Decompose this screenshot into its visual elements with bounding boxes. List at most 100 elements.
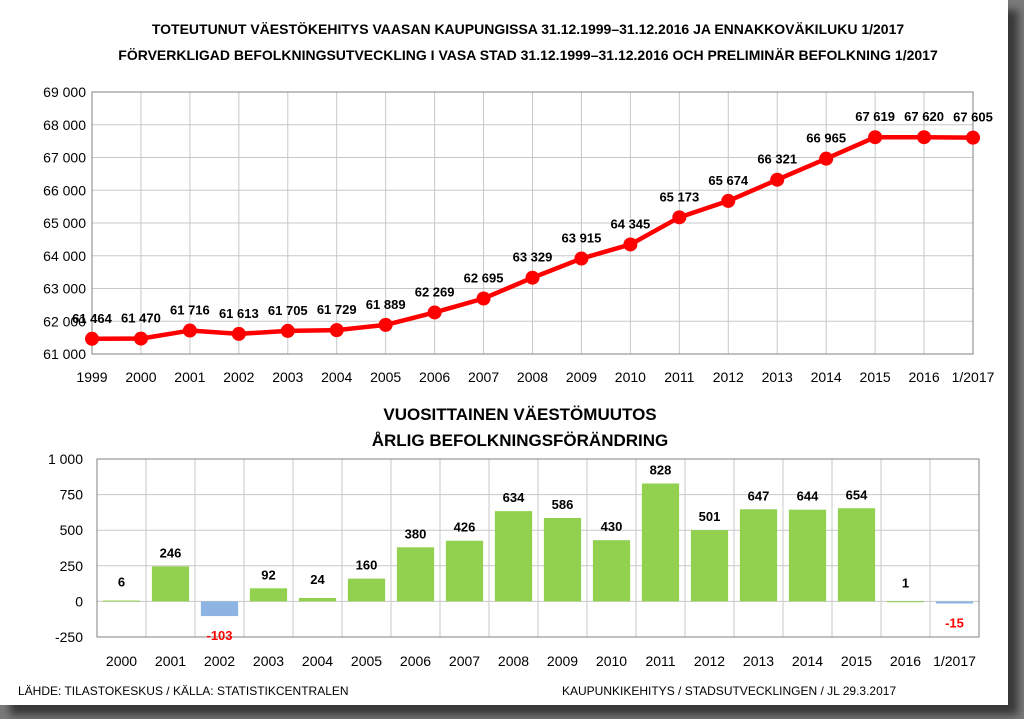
change-data-label: 24: [310, 572, 325, 587]
population-point: [476, 291, 491, 306]
bottom-x-tick-label: 2013: [743, 653, 774, 669]
top-plot-border: [91, 91, 974, 355]
population-data-label: 65 173: [659, 189, 699, 204]
top-x-tick-label: 2008: [517, 369, 548, 385]
change-bar: [837, 508, 876, 602]
top-x-tick-label: 2007: [468, 369, 499, 385]
top-x-tick-label: 2006: [419, 369, 450, 385]
change-bar: [445, 540, 484, 602]
population-data-label: 62 269: [415, 284, 455, 299]
bottom-chart-title-line2: ÅRLIG BEFOLKNINGSFÖRÄNDRING: [372, 431, 669, 450]
population-data-label: 64 345: [611, 216, 651, 231]
change-data-label: 380: [405, 526, 427, 541]
top-y-tick-label: 67 000: [43, 150, 86, 166]
top-x-tick-label: 2013: [762, 369, 793, 385]
bottom-x-tick-label: 2001: [155, 653, 186, 669]
bottom-chart-title-line1: VUOSITTAINEN VÄESTÖMUUTOS: [383, 405, 656, 424]
population-data-label: 61 729: [317, 302, 357, 317]
population-data-label: 62 695: [464, 270, 504, 285]
bottom-plot-border: [96, 458, 980, 638]
top-x-tick-label: 1/2017: [952, 369, 995, 385]
top-x-tick-label: 2012: [713, 369, 744, 385]
population-data-label: 67 619: [855, 109, 895, 124]
credit-note: KAUPUNKIKEHITYS / STADSUTVECKLINGEN / JL…: [562, 684, 896, 698]
change-bar: [641, 483, 680, 602]
population-data-label: 63 329: [513, 250, 553, 265]
top-x-tick-label: 2004: [321, 369, 352, 385]
change-data-label: 426: [454, 520, 476, 535]
bottom-x-tick-label: 2003: [253, 653, 284, 669]
bottom-x-tick-label: 2006: [400, 653, 431, 669]
change-data-label: 1: [902, 575, 909, 590]
bottom-y-tick-label: -250: [55, 629, 83, 645]
change-bar: [886, 601, 925, 603]
top-x-tick-label: 2005: [370, 369, 401, 385]
change-data-label: 501: [699, 509, 721, 524]
bottom-x-tick-label: 2000: [106, 653, 137, 669]
change-bar: [151, 566, 190, 602]
change-bar: [788, 509, 827, 602]
population-data-label: 65 674: [708, 173, 749, 188]
change-bar: [592, 540, 631, 602]
population-data-label: 61 716: [170, 303, 210, 318]
population-point: [819, 151, 834, 166]
bottom-x-tick-label: 2010: [596, 653, 627, 669]
population-point: [378, 317, 393, 332]
top-y-tick-label: 62 000: [43, 313, 86, 329]
change-bar: [396, 547, 435, 602]
bottom-y-tick-label: 750: [60, 487, 84, 503]
top-x-tick-label: 2002: [223, 369, 254, 385]
population-point: [182, 323, 197, 338]
change-data-label: 634: [503, 490, 525, 505]
change-data-label: 654: [846, 487, 868, 502]
population-data-label: 66 321: [757, 152, 797, 167]
population-point: [868, 130, 883, 145]
top-x-tick-label: 2011: [664, 369, 694, 385]
top-y-tick-label: 64 000: [43, 248, 86, 264]
bottom-x-tick-label: 2012: [694, 653, 725, 669]
population-point: [770, 172, 785, 187]
change-data-label: 92: [261, 567, 275, 582]
change-data-label: 586: [552, 497, 574, 512]
population-point: [966, 130, 980, 145]
top-line-chart: 61 000 62 000 63 000 64 000 65 000 66 000 67 0…: [43, 84, 994, 385]
top-y-tick-label: 63 000: [43, 281, 86, 297]
bottom-x-tick-label: 2016: [890, 653, 921, 669]
bottom-x-tick-label: 2008: [498, 653, 529, 669]
change-bar: [690, 530, 729, 602]
population-data-label: 61 613: [219, 306, 259, 321]
population-point: [672, 210, 687, 225]
top-y-tick-label: 61 000: [43, 346, 86, 362]
change-bar: [298, 597, 337, 602]
population-point: [917, 130, 932, 145]
top-chart-title-line1: TOTEUTUNUT VÄESTÖKEHITYS VAASAN KAUPUNGI…: [152, 21, 905, 37]
change-data-label: 430: [601, 519, 623, 534]
change-bar: [543, 517, 582, 602]
bottom-x-tick-label: 1/2017: [933, 653, 976, 669]
population-data-label: 61 470: [121, 311, 161, 326]
population-point: [525, 270, 540, 285]
population-point: [133, 331, 148, 346]
chart-frame: TOTEUTUNUT VÄESTÖKEHITYS VAASAN KAUPUNGI…: [0, 0, 1008, 705]
population-point: [280, 323, 295, 338]
population-data-label: 63 915: [562, 231, 602, 246]
top-y-tick-label: 68 000: [43, 117, 86, 133]
change-bar: [347, 578, 386, 602]
change-data-label: -15: [945, 616, 964, 631]
change-data-label: 6: [118, 575, 125, 590]
change-data-label: 246: [160, 545, 182, 560]
top-x-tick-label: 2009: [566, 369, 597, 385]
change-bar: [494, 511, 533, 602]
population-point: [329, 323, 344, 338]
bottom-x-tick-label: 2002: [204, 653, 235, 669]
change-bar: [102, 600, 141, 602]
change-bar: [249, 588, 288, 602]
change-bar: [200, 601, 239, 617]
top-x-tick-label: 2016: [908, 369, 939, 385]
top-x-tick-label: 2015: [860, 369, 891, 385]
chart-canvas: TOTEUTUNUT VÄESTÖKEHITYS VAASAN KAUPUNGI…: [18, 21, 995, 698]
top-x-tick-label: 2010: [615, 369, 646, 385]
change-bar: [935, 601, 974, 604]
population-data-label: 67 620: [904, 109, 944, 124]
bottom-y-tick-label: 1 000: [48, 451, 83, 467]
